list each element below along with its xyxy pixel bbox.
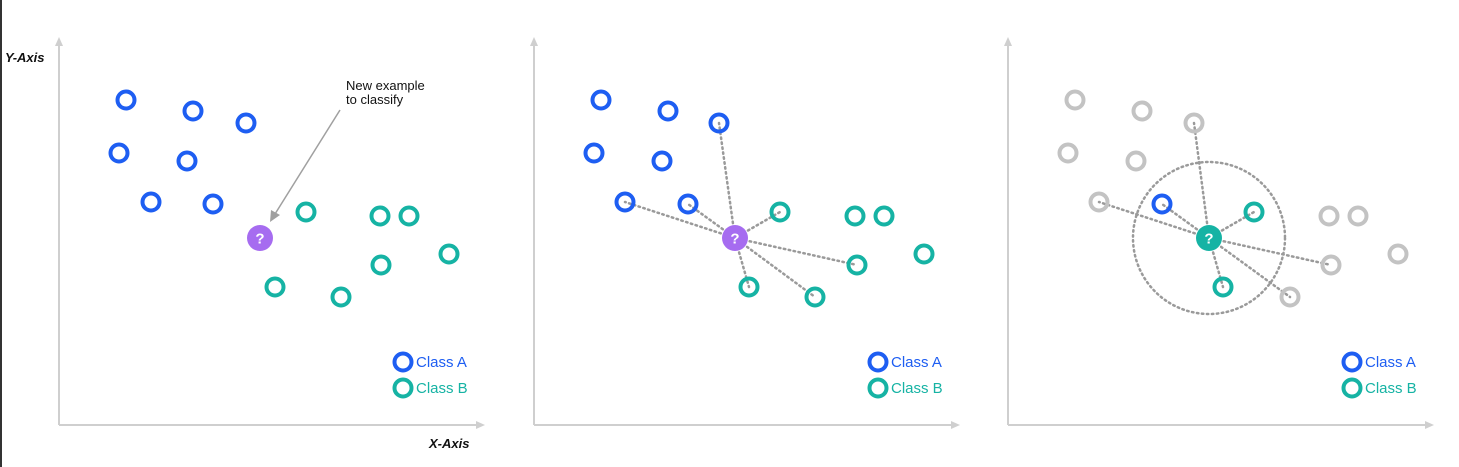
class-a-point (1151, 193, 1173, 215)
neighbor-distance-line (1207, 236, 1333, 267)
legend-class-a-icon (867, 351, 889, 373)
class-b-point (738, 276, 760, 298)
class-b-point (1387, 243, 1409, 265)
x-axis-label: X-Axis (428, 436, 469, 451)
class-b-point (844, 205, 866, 227)
legend-class-b-icon (1341, 377, 1363, 399)
class-b-point (873, 205, 895, 227)
neighbor-distance-line (1192, 121, 1211, 240)
neighbor-distance-line (1207, 236, 1292, 299)
legend-class-b-label: Class B (891, 380, 943, 397)
class-a-point (235, 112, 257, 134)
class-b-point (295, 201, 317, 223)
question-mark: ? (255, 231, 264, 248)
legend-class-b-icon (867, 377, 889, 399)
class-b-point (1320, 254, 1342, 276)
class-a-point (708, 112, 730, 134)
class-b-point (369, 205, 391, 227)
class-b-point (1243, 201, 1265, 223)
class-b-point (264, 276, 286, 298)
question-icon (722, 225, 748, 251)
class-a-point (583, 142, 605, 164)
legend-class-a-label: Class A (1365, 354, 1416, 371)
class-b-point (1212, 276, 1234, 298)
class-a-point (1057, 142, 1079, 164)
class-a-point (1183, 112, 1205, 134)
class-a-point (202, 193, 224, 215)
neighbor-distance-line (717, 121, 737, 240)
class-a-point (590, 89, 612, 111)
legend-class-b-label: Class B (416, 380, 468, 397)
x-axis-arrow-icon (476, 421, 485, 429)
class-b-point (330, 286, 352, 308)
class-b-point (769, 201, 791, 223)
class-a-point (651, 150, 673, 172)
annotation-line-2: to classify (346, 92, 404, 107)
neighborhood-circle (1131, 160, 1287, 316)
class-b-point (398, 205, 420, 227)
neighbor-distance-line (733, 210, 782, 240)
class-a-point (657, 100, 679, 122)
class-a-point (1064, 89, 1086, 111)
legend-class-b-icon (392, 377, 414, 399)
class-a-point (182, 100, 204, 122)
class-b-point (1318, 205, 1340, 227)
legend-class-a-label: Class A (416, 354, 467, 371)
class-b-point (804, 286, 826, 308)
question-icon (247, 225, 273, 251)
y-axis-arrow-icon (1004, 37, 1012, 46)
annotation-line-1: New example (346, 78, 425, 93)
class-b-point (1279, 286, 1301, 308)
legend-class-a-icon (1341, 351, 1363, 373)
neighbor-distance-line (1207, 210, 1256, 240)
question-mark: ? (730, 231, 739, 248)
panel-distances: ? Class A Class B (530, 37, 960, 429)
class-a-point (140, 191, 162, 213)
left-border (0, 0, 2, 467)
class-a-point (115, 89, 137, 111)
class-b-point (846, 254, 868, 276)
class-b-point (370, 254, 392, 276)
annotation-arrowhead-icon (270, 210, 280, 222)
class-b-point (438, 243, 460, 265)
legend-class-a-label: Class A (891, 354, 942, 371)
neighbor-distance-line (733, 236, 817, 299)
y-axis-arrow-icon (530, 37, 538, 46)
class-a-point (1088, 191, 1110, 213)
class-a-point (176, 150, 198, 172)
legend-class-b-label: Class B (1365, 380, 1417, 397)
question-icon (1196, 225, 1222, 251)
class-a-point (1125, 150, 1147, 172)
neighbor-distance-line (623, 200, 737, 240)
neighbor-distance-line (733, 236, 859, 267)
question-mark: ? (1204, 231, 1213, 248)
class-b-point (1347, 205, 1369, 227)
class-a-point (677, 193, 699, 215)
class-a-point (108, 142, 130, 164)
y-axis-arrow-icon (55, 37, 63, 46)
x-axis-arrow-icon (951, 421, 960, 429)
y-axis-label: Y-Axis (5, 50, 45, 65)
legend-class-a-icon (392, 351, 414, 373)
neighbor-distance-line (1097, 200, 1211, 240)
class-a-point (1131, 100, 1153, 122)
annotation-arrow-icon (274, 109, 341, 215)
panel-classified: ? Class A Class B (1004, 37, 1434, 429)
class-b-point (913, 243, 935, 265)
class-a-point (614, 191, 636, 213)
x-axis-arrow-icon (1425, 421, 1434, 429)
panel-new-example: ? Class A Class B (55, 37, 485, 429)
